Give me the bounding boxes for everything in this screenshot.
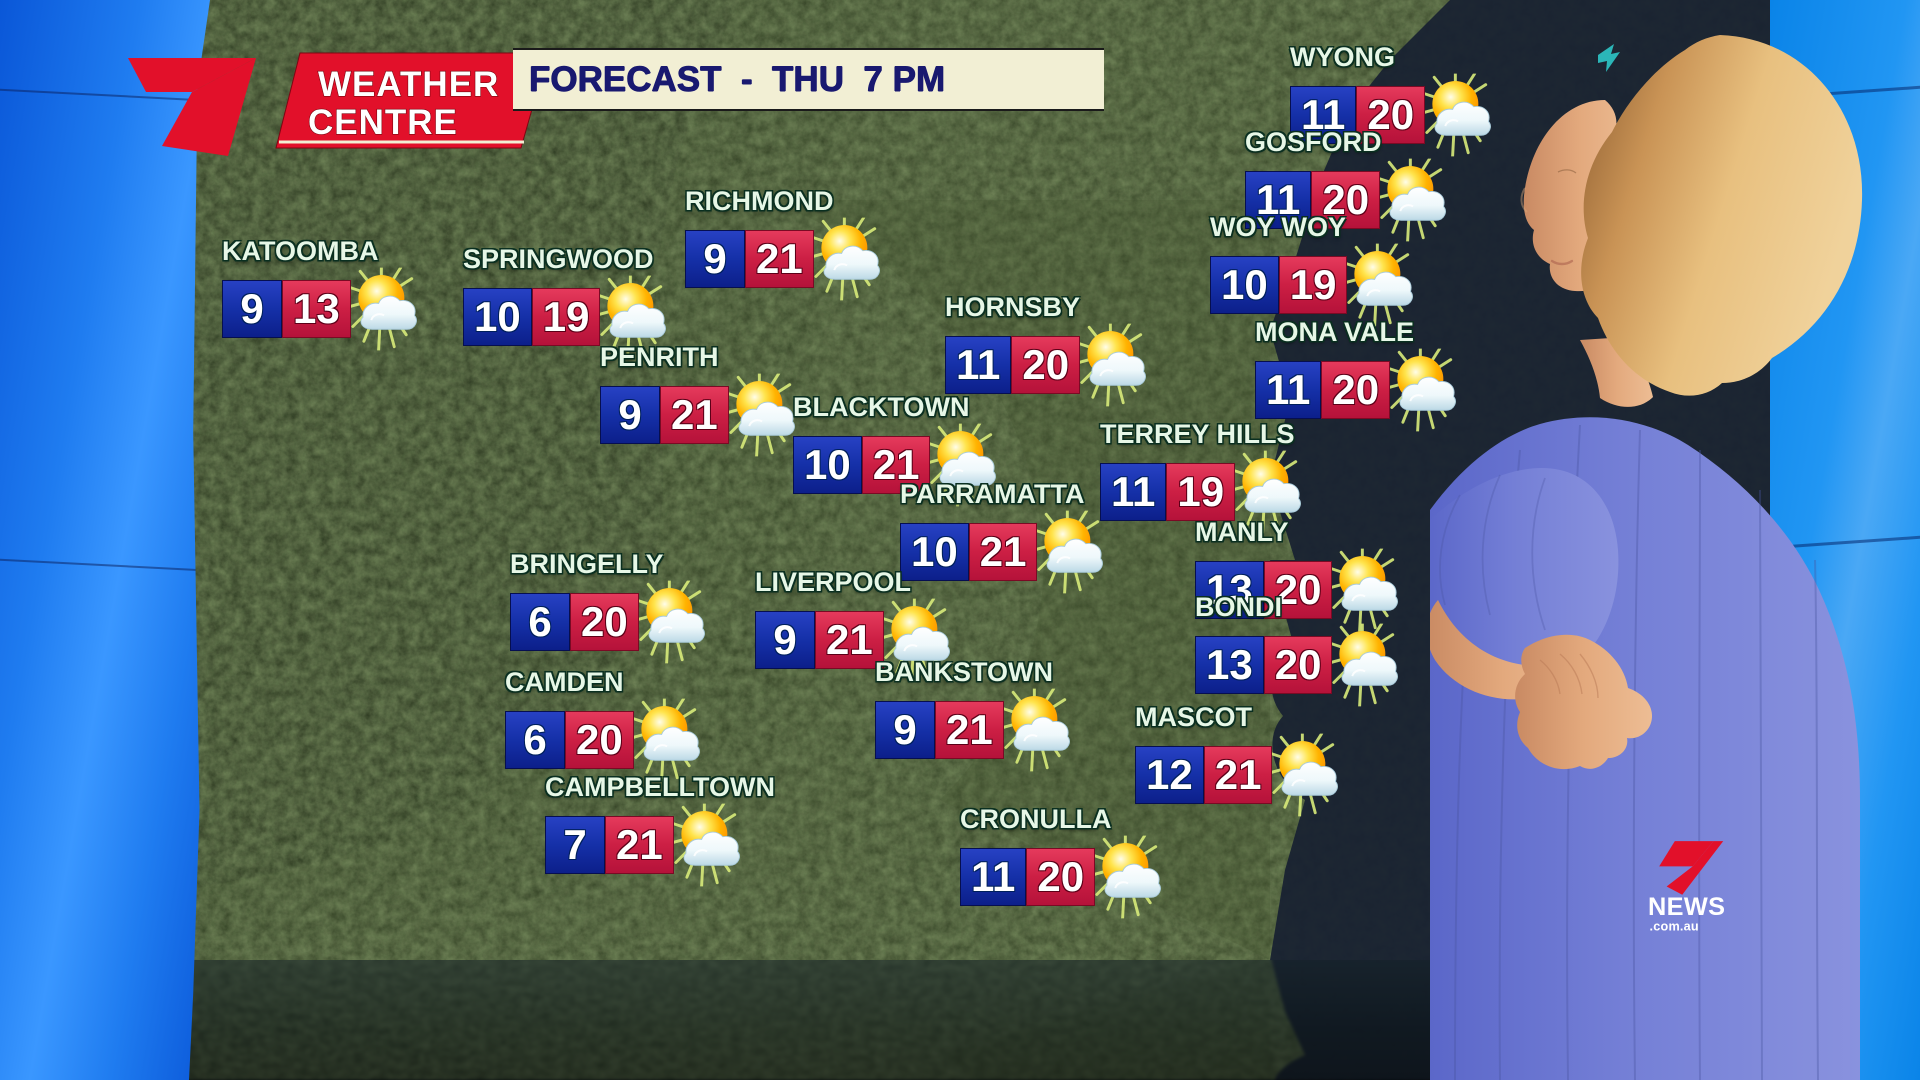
svg-text:CENTRE: CENTRE xyxy=(308,103,458,142)
svg-text:NEWS: NEWS xyxy=(1648,893,1725,921)
svg-text:WEATHER: WEATHER xyxy=(318,65,499,104)
svg-text:.com.au: .com.au xyxy=(1649,919,1698,933)
